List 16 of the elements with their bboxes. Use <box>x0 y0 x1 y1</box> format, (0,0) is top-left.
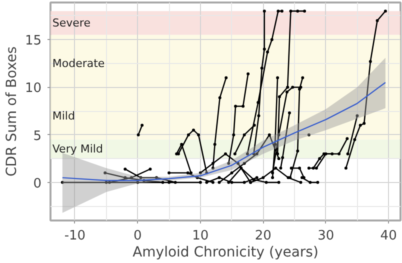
y-tick-label: 5 <box>33 128 42 144</box>
x-tick-label: 20 <box>254 228 272 244</box>
y-tick-label: 10 <box>24 81 42 96</box>
band-label: Moderate <box>52 56 105 70</box>
x-tick-label: 40 <box>380 228 397 244</box>
x-tick-label: 0 <box>134 228 142 244</box>
y-tick-label: 15 <box>24 34 42 49</box>
x-axis-title: Amyloid Chronicity (years) <box>132 244 318 260</box>
band-label: Severe <box>52 16 91 30</box>
x-tick-label: 30 <box>318 228 334 244</box>
band-label: Mild <box>52 109 75 122</box>
y-axis-title: CDR Sum of Boxes <box>4 46 20 177</box>
band-label: Very Mild <box>52 142 103 156</box>
x-tick-label: 10 <box>192 228 209 244</box>
x-tick-label: -10 <box>64 228 86 244</box>
y-tick-label: 0 <box>33 176 42 192</box>
